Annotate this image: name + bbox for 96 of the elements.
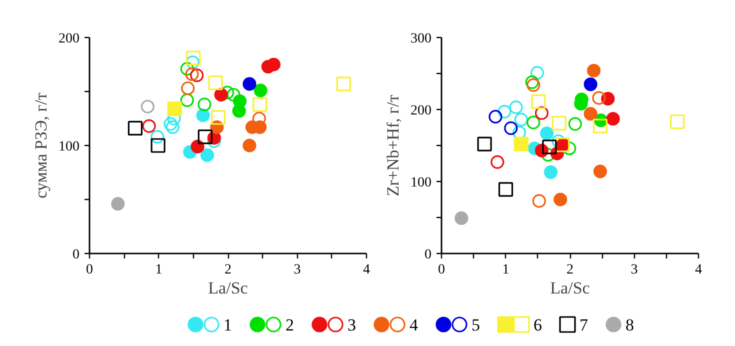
x-axis-title: La/Sc <box>550 278 590 298</box>
point <box>242 77 256 91</box>
point <box>592 118 608 134</box>
x-tick-label: 2 <box>566 262 574 278</box>
y-tick-label: 0 <box>72 248 80 262</box>
point <box>568 117 582 131</box>
point <box>526 78 540 92</box>
legend-label: 2 <box>286 316 294 334</box>
point <box>531 94 546 109</box>
point <box>477 136 492 152</box>
point <box>128 120 143 136</box>
point <box>181 81 195 96</box>
point <box>150 130 164 144</box>
point <box>166 120 180 134</box>
point <box>606 112 620 126</box>
point <box>514 136 528 152</box>
point <box>552 116 566 130</box>
point <box>512 126 526 140</box>
y-axis-title: сумма РЗЭ, г/т <box>32 92 50 198</box>
point <box>530 66 544 80</box>
point <box>540 126 554 140</box>
legend-label: 6 <box>534 316 542 334</box>
point <box>226 88 240 102</box>
point <box>242 138 256 152</box>
y-tick-label: 0 <box>424 248 432 262</box>
point <box>593 164 607 178</box>
y-tick-label: 200 <box>410 104 432 118</box>
point <box>514 112 528 126</box>
point <box>526 116 540 130</box>
point <box>180 62 194 76</box>
point <box>488 110 502 124</box>
x-tick-label: 2 <box>224 262 232 278</box>
point <box>525 75 539 89</box>
point <box>186 50 201 66</box>
x-tick-label: 4 <box>695 262 702 278</box>
point <box>509 100 523 114</box>
point <box>670 114 685 130</box>
point <box>490 155 504 169</box>
point <box>190 68 204 82</box>
y-tick-label: 200 <box>58 32 80 46</box>
legend-label: 4 <box>410 316 418 334</box>
point <box>552 134 566 148</box>
y-tick-label: 300 <box>410 32 432 46</box>
legend-label: 8 <box>626 316 634 334</box>
x-tick-label: 3 <box>630 262 638 278</box>
point <box>220 86 234 100</box>
point <box>185 67 199 82</box>
point <box>532 194 546 208</box>
point <box>142 119 156 133</box>
point <box>584 78 598 92</box>
point <box>586 64 601 78</box>
x-tick-label: 4 <box>363 262 370 278</box>
point <box>544 165 558 179</box>
point <box>208 76 223 90</box>
point <box>214 88 228 102</box>
point <box>150 138 166 153</box>
x-tick-label: 1 <box>502 262 510 278</box>
point <box>190 140 204 154</box>
point <box>232 104 246 118</box>
y-tick-label: 100 <box>58 140 80 154</box>
point <box>336 76 351 92</box>
point <box>167 101 182 116</box>
x-tick-label: 0 <box>86 262 93 278</box>
x-axis-title: La/Sc <box>208 278 248 298</box>
legend-label: 3 <box>348 316 356 334</box>
point <box>186 56 200 70</box>
point <box>200 148 214 162</box>
x-tick-label: 3 <box>294 262 301 278</box>
y-axis-title: Zr+Nb+Hf, г/т <box>384 94 402 196</box>
legend-label: 1 <box>224 316 232 334</box>
point <box>584 107 598 121</box>
point <box>180 93 194 107</box>
legend-label: 7 <box>580 316 588 334</box>
y-tick-label: 100 <box>410 176 432 190</box>
point <box>254 84 268 98</box>
point <box>498 104 512 118</box>
point <box>266 58 281 72</box>
point <box>554 192 568 206</box>
point <box>534 106 549 120</box>
point <box>196 108 210 122</box>
point <box>562 142 576 156</box>
legend-label: 5 <box>472 316 480 334</box>
point <box>252 97 268 112</box>
point <box>111 197 125 211</box>
x-tick-label: 1 <box>155 262 162 278</box>
point <box>198 98 212 112</box>
point <box>504 121 518 136</box>
point <box>542 140 557 154</box>
point <box>140 100 154 114</box>
x-tick-label: 0 <box>438 262 445 278</box>
point <box>454 211 468 226</box>
point <box>498 182 514 197</box>
point <box>164 117 178 131</box>
point <box>198 130 212 144</box>
point <box>211 110 226 125</box>
point <box>592 91 606 105</box>
